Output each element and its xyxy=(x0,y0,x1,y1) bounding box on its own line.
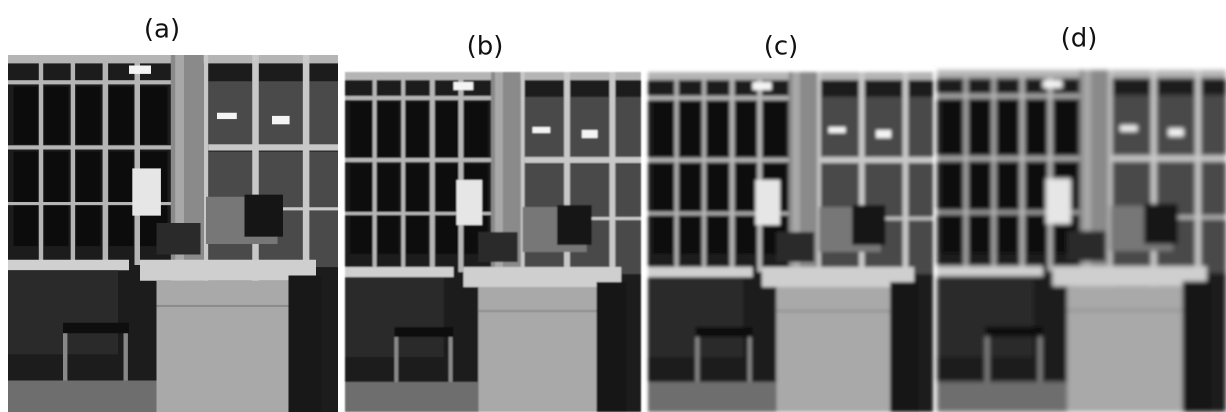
panel-label: (c) xyxy=(764,32,799,62)
figure: (a) (b) (c) (d) xyxy=(0,0,1226,412)
panel-label: (b) xyxy=(467,32,504,62)
panel-label: (d) xyxy=(1061,24,1098,54)
panel-image xyxy=(8,55,338,412)
panel-label: (a) xyxy=(144,15,180,45)
panel-image xyxy=(648,72,933,412)
panel-image xyxy=(937,70,1226,412)
panel-image xyxy=(345,72,641,412)
